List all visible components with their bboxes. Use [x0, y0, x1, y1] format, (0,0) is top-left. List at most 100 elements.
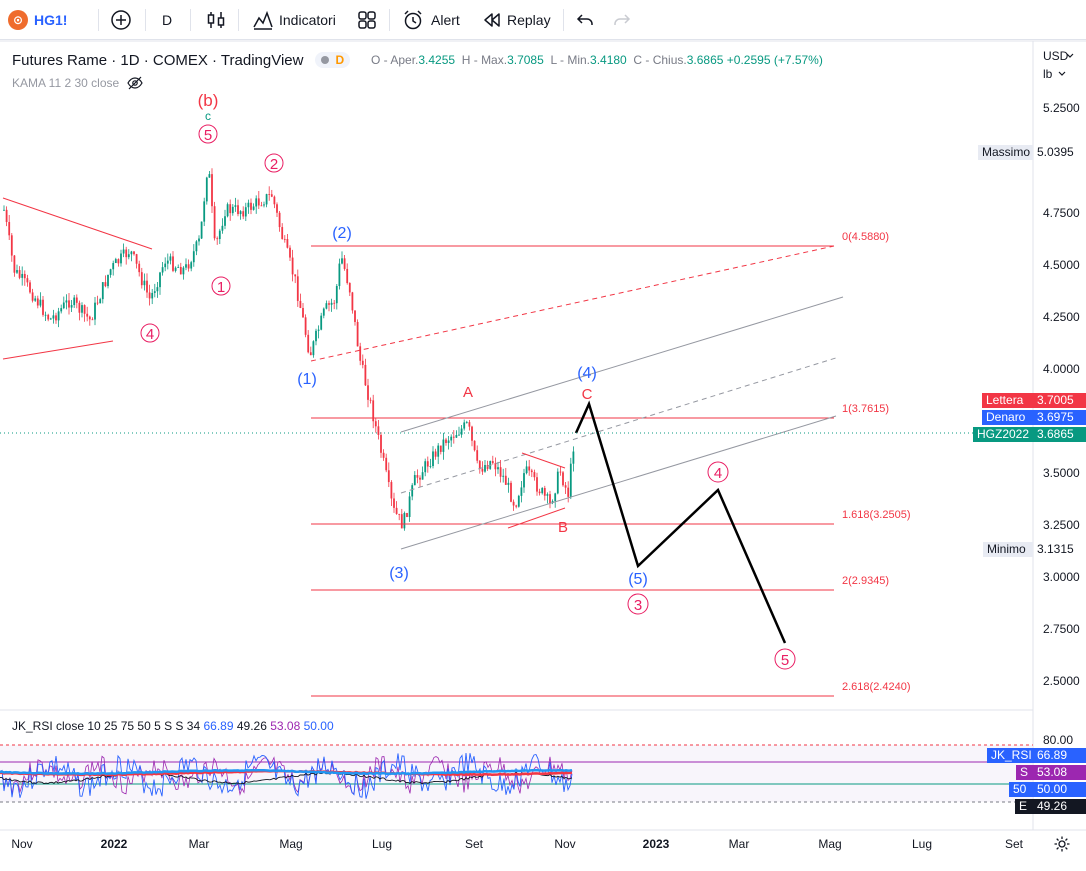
- rsi-e-value: 49.26: [1033, 799, 1086, 814]
- price-tick: 4.2500: [1043, 310, 1080, 324]
- rsi-jk-label: JK_RSI: [987, 748, 1033, 763]
- candlestick-series: [3, 168, 575, 531]
- wave-5-future-label: 5: [781, 652, 789, 669]
- redo-button[interactable]: [612, 8, 632, 32]
- alert-button[interactable]: Alert: [402, 8, 460, 32]
- time-tick: Mar: [188, 837, 210, 851]
- wave-1-blue-label: (1): [297, 371, 317, 388]
- change-value: +0.2595 (+7.57%): [726, 53, 823, 67]
- wave-4-blue-label: (4): [577, 365, 597, 382]
- templates-button[interactable]: [356, 8, 378, 32]
- price-tick: 4.5000: [1043, 258, 1080, 272]
- fib-label-2618: 2.618(2.4240): [842, 681, 911, 693]
- indicators-button[interactable]: Indicatori: [252, 8, 336, 32]
- wave-3-red-label: 3: [634, 597, 642, 614]
- price-tick: 2.7500: [1043, 622, 1080, 636]
- open-value: 3.4255: [418, 53, 456, 67]
- interval-button[interactable]: D: [162, 8, 172, 32]
- toolbar-divider: [563, 9, 564, 31]
- fib-label-1618: 1.618(3.2505): [842, 509, 911, 521]
- grid-icon: [358, 11, 376, 29]
- rsi-s-badge: S 53.08: [1016, 765, 1086, 780]
- wave-4-red-label: 4: [146, 326, 154, 343]
- top-toolbar: ⊙ HG1! D Indicatori Alert Replay: [0, 0, 1086, 40]
- chevron-down-icon[interactable]: [1066, 53, 1074, 59]
- symbol-search-button[interactable]: ⊙ HG1!: [8, 8, 67, 32]
- fib-label-1: 1(3.7615): [842, 403, 889, 415]
- ohlc-values: O - Aper.3.4255 H - Max.3.7085 L - Min.3…: [371, 53, 823, 67]
- time-tick: Mag: [279, 837, 303, 851]
- rsi-e-label: E: [1015, 799, 1033, 814]
- indicators-icon: [253, 10, 273, 30]
- price-tick: 4.0000: [1043, 362, 1080, 376]
- time-tick: Nov: [554, 837, 576, 851]
- alert-label: Alert: [431, 12, 460, 28]
- gear-icon[interactable]: [1053, 835, 1071, 853]
- kama-indicator-legend[interactable]: KAMA 11 2 30 close: [12, 76, 143, 90]
- rsi-e-badge: E 49.26: [1015, 799, 1086, 814]
- weight-unit-button[interactable]: lb: [1043, 67, 1053, 81]
- toolbar-divider: [238, 9, 239, 31]
- chevron-down-icon[interactable]: [1058, 71, 1066, 77]
- open-label: O - Aper.: [371, 53, 419, 67]
- wave-5-top-label: 5: [204, 127, 212, 144]
- plus-circle-icon: [111, 10, 131, 30]
- eye-crossed-icon[interactable]: [127, 76, 143, 90]
- low-label: L - Min.: [550, 53, 591, 67]
- price-tick: 5.2500: [1043, 101, 1080, 115]
- max-price-badge: Massimo 5.0395: [978, 145, 1086, 160]
- price-tick: 3.2500: [1043, 518, 1080, 532]
- rsi-value-1: 66.89: [203, 719, 234, 733]
- time-tick: 2022: [100, 837, 128, 851]
- fib-extension: 0(4.5880) 1(3.7615) 1.618(3.2505) 2(2.93…: [311, 231, 911, 697]
- rsi-50-badge: 50 50.00: [1009, 782, 1086, 797]
- wave-b-label: (b): [198, 91, 219, 110]
- wave-4-future-label: 4: [714, 465, 722, 482]
- wave-c-small-label: c: [205, 109, 211, 123]
- rsi-value-2: 49.26: [236, 719, 267, 733]
- triangle-pattern: [2, 197, 153, 360]
- rsi-value-3: 53.08: [270, 719, 301, 733]
- wave-2-red-label: 2: [270, 156, 278, 173]
- close-label: C - Chius.: [633, 53, 687, 67]
- copper-logo-icon: ⊙: [8, 10, 28, 30]
- min-badge-value: 3.1315: [1037, 542, 1074, 556]
- chart-type-button[interactable]: [205, 8, 227, 32]
- toolbar-divider: [145, 9, 146, 31]
- kama-label: KAMA 11 2 30 close: [12, 76, 120, 90]
- time-tick: Mag: [818, 837, 842, 851]
- currency-unit-button[interactable]: USD: [1043, 49, 1069, 63]
- wave-1-red-label: 1: [217, 279, 225, 296]
- price-tick: 4.7500: [1043, 206, 1080, 220]
- rsi-50-value: 50.00: [1033, 782, 1086, 797]
- wave-B-label: B: [558, 519, 568, 536]
- interval-label: D: [162, 12, 173, 28]
- rsi-axis-tick: 80.00: [1043, 733, 1074, 747]
- market-status-pill[interactable]: D: [315, 52, 351, 68]
- price-tick: 3.0000: [1043, 570, 1080, 584]
- wave-2-blue-label: (2): [332, 225, 352, 242]
- rsi-50-label: 50: [1009, 782, 1033, 797]
- time-tick: 2023: [642, 837, 670, 851]
- time-tick: Lug: [911, 837, 933, 851]
- indicators-label: Indicatori: [279, 12, 336, 28]
- price-tick: 3.5000: [1043, 466, 1080, 480]
- price-tick: 2.5000: [1043, 674, 1080, 688]
- toolbar-divider: [389, 9, 390, 31]
- series-title: Futures Rame · 1D · COMEX · TradingView: [12, 51, 304, 69]
- toolbar-divider: [190, 9, 191, 31]
- replay-button[interactable]: Replay: [482, 8, 551, 32]
- compare-add-button[interactable]: [110, 8, 132, 32]
- bid-badge-value: 3.6975: [1033, 410, 1086, 425]
- series-legend[interactable]: Futures Rame · 1D · COMEX · TradingView …: [12, 50, 351, 70]
- ask-price-badge: Lettera 3.7005: [982, 393, 1086, 408]
- rsi-legend[interactable]: JK_RSI close 10 25 75 50 5 S S 34 66.89 …: [12, 719, 334, 733]
- high-value: 3.7085: [507, 53, 544, 67]
- rsi-jk-badge: JK_RSI 66.89: [987, 748, 1086, 763]
- projection-path: [574, 400, 787, 644]
- status-dot-icon: [321, 56, 330, 64]
- undo-icon: [576, 14, 593, 25]
- toolbar-divider: [98, 9, 99, 31]
- undo-button[interactable]: [575, 8, 595, 32]
